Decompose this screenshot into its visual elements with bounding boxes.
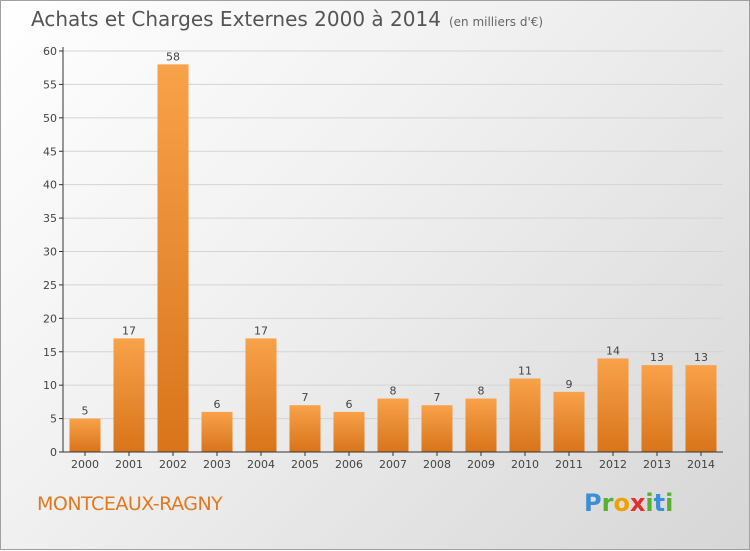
bar-value-label: 6 bbox=[214, 398, 221, 411]
chart-title: Achats et Charges Externes 2000 à 2014 (e… bbox=[31, 7, 543, 31]
y-tick-label: 20 bbox=[43, 312, 57, 325]
x-tick-label: 2000 bbox=[71, 458, 99, 471]
bar-value-label: 58 bbox=[166, 50, 180, 63]
x-tick-label: 2010 bbox=[511, 458, 539, 471]
x-tick-label: 2007 bbox=[379, 458, 407, 471]
chart-subtitle: (en milliers d'€) bbox=[448, 15, 544, 29]
x-tick-label: 2006 bbox=[335, 458, 363, 471]
y-tick-label: 50 bbox=[43, 112, 57, 125]
y-tick-label: 55 bbox=[43, 78, 57, 91]
bar bbox=[113, 338, 145, 452]
bar-value-label: 14 bbox=[606, 344, 620, 357]
y-tick-label: 40 bbox=[43, 179, 57, 192]
bar-value-label: 7 bbox=[434, 391, 441, 404]
y-tick-label: 0 bbox=[50, 446, 57, 459]
x-tick-label: 2001 bbox=[115, 458, 143, 471]
title-text: Achats et Charges Externes 2000 à 2014 bbox=[31, 7, 441, 31]
y-tick-label: 60 bbox=[43, 45, 57, 58]
bar bbox=[509, 378, 541, 452]
bar bbox=[597, 358, 629, 452]
y-tick-label: 45 bbox=[43, 145, 57, 158]
bar bbox=[333, 411, 365, 452]
bar bbox=[465, 398, 497, 452]
bar-value-label: 13 bbox=[650, 351, 664, 364]
bar-value-label: 11 bbox=[518, 364, 532, 377]
bar bbox=[377, 398, 409, 452]
bar bbox=[245, 338, 277, 452]
bar-value-label: 8 bbox=[478, 385, 485, 398]
y-tick-label: 5 bbox=[50, 413, 57, 426]
x-tick-label: 2008 bbox=[423, 458, 451, 471]
y-tick-label: 10 bbox=[43, 379, 57, 392]
bar bbox=[157, 64, 189, 452]
bar bbox=[641, 365, 673, 452]
bar-value-label: 17 bbox=[122, 324, 136, 337]
y-axis-ticks: 0 5 10 15 20 25 30 35 40 45 50 55 60 bbox=[43, 45, 63, 459]
bar-value-label: 5 bbox=[82, 405, 89, 418]
bar bbox=[685, 365, 717, 452]
x-tick-label: 2003 bbox=[203, 458, 231, 471]
x-tick-label: 2005 bbox=[291, 458, 319, 471]
x-axis-labels: 2000 2001 2002 2003 2004 2005 2006 2007 2008 2009… bbox=[71, 452, 715, 471]
x-tick-label: 2012 bbox=[599, 458, 627, 471]
bar bbox=[289, 405, 321, 452]
x-tick-label: 2004 bbox=[247, 458, 275, 471]
x-tick-label: 2011 bbox=[555, 458, 583, 471]
y-tick-label: 15 bbox=[43, 346, 57, 359]
bar-value-label: 13 bbox=[694, 351, 708, 364]
y-tick-label: 35 bbox=[43, 212, 57, 225]
bar-value-label: 7 bbox=[302, 391, 309, 404]
x-tick-label: 2014 bbox=[687, 458, 715, 471]
bar bbox=[553, 391, 585, 452]
bar bbox=[421, 405, 453, 452]
proxiti-logo: Proxiti bbox=[584, 489, 674, 517]
bar bbox=[201, 411, 233, 452]
x-tick-label: 2013 bbox=[643, 458, 671, 471]
bar-value-label: 6 bbox=[346, 398, 353, 411]
x-tick-label: 2002 bbox=[159, 458, 187, 471]
y-tick-label: 30 bbox=[43, 246, 57, 259]
x-tick-label: 2009 bbox=[467, 458, 495, 471]
bar bbox=[69, 418, 101, 452]
city-name: MONTCEAUX-RAGNY bbox=[37, 493, 223, 515]
y-tick-label: 25 bbox=[43, 279, 57, 292]
bars: 5 17 58 6 17 7 6 8 7 8 11 9 14 13 13 bbox=[69, 50, 717, 452]
bar-value-label: 8 bbox=[390, 385, 397, 398]
bar-value-label: 17 bbox=[254, 324, 268, 337]
bar-value-label: 9 bbox=[566, 378, 573, 391]
